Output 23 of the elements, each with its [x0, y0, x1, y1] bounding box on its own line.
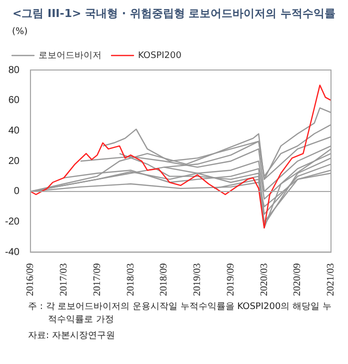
chart-title: <그림 III-1> 국내형 · 위험중립형 로보어드바이저의 누적수익률 — [11, 6, 337, 21]
x-tick-label: 2021/03 — [326, 263, 337, 296]
x-tick-label: 2016/09 — [25, 263, 36, 296]
x-tick-label: 2017/09 — [92, 263, 103, 296]
x-tick-label: 2020/03 — [258, 263, 270, 296]
y-tick-label: 40 — [8, 125, 20, 136]
x-tick-label: 2020/09 — [292, 263, 304, 296]
legend-label: 로보어드바이저 — [38, 50, 102, 61]
y-tick-label: 80 — [8, 64, 20, 76]
y-tick-label: 60 — [8, 95, 20, 106]
x-tick-label: 2018/03 — [125, 263, 136, 296]
x-tick-label: 2019/09 — [225, 263, 236, 296]
text: 주 : 각 로보어드바이저의 운용시작일 누적수익률을 KOSPI200의 해당일 누적수익률로 가정 — [28, 301, 332, 328]
y-tick-label: 20 — [8, 156, 20, 167]
text: 자료: 자본시장연구원 — [28, 330, 116, 344]
y-tick-label: 0 — [14, 186, 20, 198]
x-tick-label: 2019/03 — [192, 263, 204, 296]
y-tick-label: -20 — [5, 216, 20, 228]
y-axis-title: (%) — [12, 27, 29, 37]
x-tick-label: 2017/03 — [58, 263, 70, 296]
x-tick-label: 2018/09 — [158, 263, 170, 296]
y-tick-label: -40 — [5, 246, 20, 258]
legend-label: KOSPI200 — [138, 50, 182, 61]
